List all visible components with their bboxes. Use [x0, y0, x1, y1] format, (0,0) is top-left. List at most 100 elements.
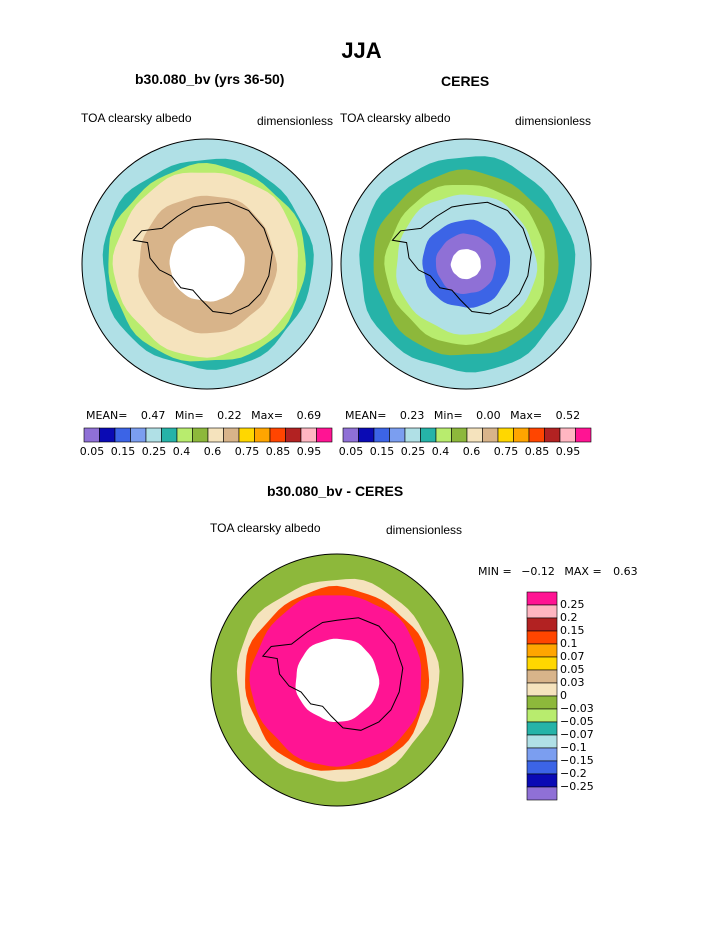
- diff-panel-title: b30.080_bv - CERES: [267, 483, 404, 499]
- diff-tick-label: −0.15: [560, 754, 594, 767]
- diff-colorbar-box-2: [526, 617, 558, 632]
- model-units-label: dimensionless: [257, 114, 334, 128]
- model-colorbar-box-8: [207, 427, 224, 443]
- model-tick-label: 0.15: [110, 445, 136, 458]
- model-colorbar-box-4: [145, 427, 162, 443]
- diff-coastline: [261, 617, 404, 731]
- obs-colorbar-box-9: [482, 427, 499, 443]
- obs-tick-label: 0.75: [493, 445, 519, 458]
- diff-tick-label: −0.2: [560, 767, 587, 780]
- diff-max-label: MAX =: [564, 565, 602, 578]
- model-tick-label: 0.6: [203, 445, 222, 458]
- diff-min-label: MIN =: [478, 565, 512, 578]
- model-colorbar-box-7: [192, 427, 209, 443]
- model-panel-title: b30.080_bv (yrs 36-50): [135, 71, 285, 87]
- diff-tick-label: 0.25: [560, 598, 585, 611]
- diff-polar-map: [210, 553, 464, 807]
- model-colorbar-box-9: [223, 427, 240, 443]
- diff-tick-label: 0.07: [560, 650, 585, 663]
- diff-colorbar: [526, 591, 558, 801]
- model-colorbar: [83, 427, 333, 443]
- obs-colorbar-box-7: [451, 427, 468, 443]
- obs-colorbar-box-13: [544, 427, 561, 443]
- model-colorbar-box-11: [254, 427, 271, 443]
- obs-colorbar: [342, 427, 592, 443]
- obs-colorbar-box-6: [435, 427, 452, 443]
- model-colorbar-box-1: [99, 427, 116, 443]
- obs-min-value: 0.00: [476, 409, 501, 422]
- obs-colorbar-box-10: [497, 427, 514, 443]
- obs-max-label: Max=: [510, 409, 543, 422]
- obs-tick-label: 0.25: [400, 445, 426, 458]
- obs-max-value: 0.52: [555, 409, 581, 422]
- obs-colorbar-ticks: 0.05 0.15 0.25 0.4 0.6 0.75 0.85 0.95: [339, 445, 591, 459]
- diff-tick-label: 0.1: [560, 637, 578, 650]
- model-colorbar-box-12: [269, 427, 286, 443]
- diff-colorbar-box-8: [526, 695, 558, 710]
- obs-panel-title: CERES: [441, 73, 490, 89]
- model-tick-label: 0.85: [265, 445, 291, 458]
- obs-contour-band-7: [450, 249, 481, 280]
- diff-variable-label: TOA clearsky albedo: [210, 521, 321, 535]
- obs-colorbar-box-3: [389, 427, 406, 443]
- model-colorbar-box-14: [300, 427, 317, 443]
- diff-tick-label: 0.15: [560, 624, 585, 637]
- model-colorbar-box-10: [238, 427, 255, 443]
- obs-tick-label: 0.4: [431, 445, 450, 458]
- obs-stats: MEAN= 0.23 Min= 0.00 Max= 0.52: [345, 409, 580, 422]
- model-map-border: [81, 138, 333, 390]
- diff-colorbar-box-11: [526, 734, 558, 749]
- obs-colorbar-box-11: [513, 427, 530, 443]
- model-tick-label: 0.75: [234, 445, 260, 458]
- diff-tick-label: 0: [560, 689, 567, 702]
- model-colorbar-box-3: [130, 427, 147, 443]
- obs-tick-label: 0.95: [555, 445, 581, 458]
- obs-colorbar-box-5: [420, 427, 437, 443]
- diff-stats: MIN = −0.12 MAX = 0.63: [478, 565, 638, 578]
- diff-colorbar-box-0: [526, 591, 558, 606]
- model-coastline: [132, 201, 273, 315]
- model-colorbar-ticks: 0.05 0.15 0.25 0.4 0.6 0.75 0.85 0.95: [80, 445, 332, 459]
- model-colorbar-box-0: [83, 427, 100, 443]
- obs-min-label: Min=: [433, 409, 463, 422]
- diff-colorbar-box-1: [526, 604, 558, 619]
- obs-units-label: dimensionless: [515, 114, 592, 128]
- diff-colorbar-box-13: [526, 760, 558, 775]
- diff-max-value: 0.63: [613, 565, 638, 578]
- diff-tick-label: 0.05: [560, 663, 585, 676]
- model-colorbar-box-6: [176, 427, 193, 443]
- model-stats: MEAN= 0.47 Min= 0.22 Max= 0.69: [86, 409, 321, 422]
- obs-colorbar-box-14: [559, 427, 576, 443]
- model-min-value: 0.22: [217, 409, 242, 422]
- model-polar-map: [81, 138, 333, 390]
- obs-tick-label: 0.6: [462, 445, 481, 458]
- diff-tick-label: −0.07: [560, 728, 594, 741]
- model-variable-label: TOA clearsky albedo: [81, 111, 192, 125]
- diff-colorbar-box-4: [526, 643, 558, 658]
- obs-mean-value: 0.23: [399, 409, 425, 422]
- obs-colorbar-box-8: [466, 427, 483, 443]
- model-max-label: Max=: [251, 409, 284, 422]
- diff-colorbar-box-3: [526, 630, 558, 645]
- model-tick-label: 0.05: [79, 445, 105, 458]
- obs-colorbar-box-0: [342, 427, 359, 443]
- obs-tick-label: 0.15: [369, 445, 395, 458]
- diff-contour-band-4: [295, 638, 380, 722]
- diff-tick-label: 0.03: [560, 676, 585, 689]
- diff-map-border: [210, 553, 464, 807]
- obs-colorbar-box-12: [528, 427, 545, 443]
- diff-colorbar-box-6: [526, 669, 558, 684]
- diff-colorbar-ticks: 0.25 0.2 0.15 0.1 0.07 0.05 0.03 0 −0.03 −0.05 −0.…: [560, 592, 620, 800]
- diff-tick-label: −0.25: [560, 780, 594, 793]
- diff-colorbar-box-15: [526, 786, 558, 801]
- model-max-value: 0.69: [296, 409, 322, 422]
- obs-mean-label: MEAN=: [345, 409, 387, 422]
- obs-colorbar-box-2: [373, 427, 390, 443]
- obs-tick-label: 0.05: [338, 445, 364, 458]
- diff-units-label: dimensionless: [386, 523, 463, 537]
- diff-colorbar-box-12: [526, 747, 558, 762]
- obs-polar-map: [340, 138, 592, 390]
- model-contour-band-5: [169, 225, 245, 302]
- model-colorbar-box-2: [114, 427, 131, 443]
- obs-variable-label: TOA clearsky albedo: [340, 111, 451, 125]
